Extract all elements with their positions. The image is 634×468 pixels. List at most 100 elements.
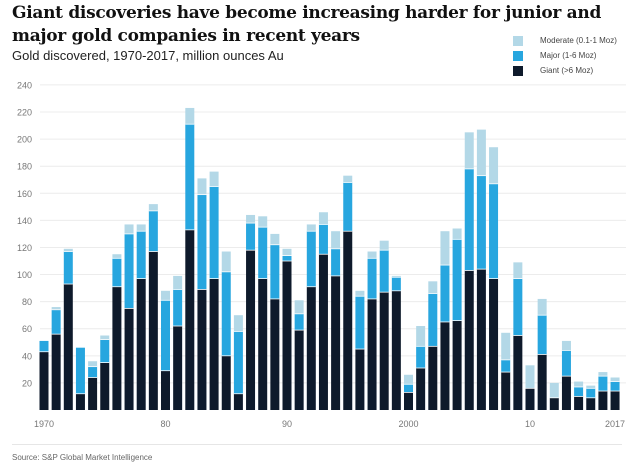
bar-segment-major — [416, 346, 426, 369]
bar-segment-giant — [586, 397, 596, 410]
bar-segment-giant — [258, 278, 268, 410]
bar-1974 — [88, 361, 98, 410]
bar-segment-major — [513, 278, 523, 336]
bar-segment-moderate — [525, 365, 535, 389]
bar-segment-giant — [416, 368, 426, 410]
bar-segment-giant — [574, 396, 584, 410]
bar-segment-giant — [173, 326, 183, 410]
x-tick-label: 90 — [282, 419, 292, 429]
bar-segment-major — [161, 300, 170, 371]
bar-segment-giant — [379, 292, 389, 410]
bar-segment-moderate — [136, 224, 146, 232]
bar-2015 — [586, 385, 596, 410]
bar-segment-major — [537, 315, 547, 355]
bar-segment-giant — [209, 278, 219, 410]
bar-segment-moderate — [318, 212, 328, 225]
chart-title: Giant discoveries have become increasing… — [12, 3, 602, 46]
bar-segment-moderate — [343, 175, 353, 183]
bar-segment-giant — [246, 250, 256, 410]
bar-1992 — [306, 224, 316, 410]
bar-segment-major — [367, 258, 377, 299]
bar-segment-moderate — [51, 307, 61, 310]
y-tick-label: 200 — [17, 135, 32, 145]
bar-segment-giant — [63, 284, 73, 410]
bar-segment-giant — [39, 351, 49, 410]
bar-segment-moderate — [489, 147, 499, 184]
bar-segment-moderate — [476, 129, 486, 176]
bar-2007 — [489, 147, 499, 410]
bar-1986 — [233, 315, 243, 410]
bar-1988 — [258, 216, 268, 410]
bar-1991 — [294, 300, 304, 410]
x-tick-label: 2000 — [398, 419, 418, 429]
bar-segment-giant — [112, 286, 122, 410]
bar-segment-giant — [282, 261, 292, 410]
bar-2008 — [501, 332, 511, 410]
bar-segment-major — [464, 168, 474, 271]
bar-segment-giant — [270, 298, 280, 410]
bar-1979 — [148, 204, 158, 410]
bar-segment-major — [306, 231, 316, 287]
y-tick-label: 220 — [17, 108, 32, 118]
bar-segment-major — [476, 175, 486, 270]
bar-segment-moderate — [355, 290, 365, 297]
bar-1976 — [112, 254, 122, 410]
bar-segment-giant — [513, 335, 523, 410]
bar-1984 — [209, 171, 219, 410]
bar-segment-major — [233, 331, 243, 394]
bar-segment-moderate — [367, 251, 377, 259]
bar-2017 — [610, 377, 620, 410]
legend: Moderate (0.1-1 Moz) Major (1-6 Moz) Gia… — [513, 33, 617, 78]
bar-segment-giant — [197, 289, 207, 410]
legend-label-moderate: Moderate (0.1-1 Moz) — [540, 36, 617, 45]
bar-2005 — [464, 132, 474, 410]
bar-1972 — [63, 248, 73, 410]
bar-segment-major — [221, 271, 231, 356]
bar-segment-moderate — [537, 298, 547, 316]
bar-1983 — [197, 178, 207, 410]
bar-2013 — [561, 340, 571, 410]
bar-segment-moderate — [258, 216, 268, 228]
bar-segment-major — [404, 384, 413, 393]
bar-segment-giant — [124, 308, 134, 410]
bar-segment-giant — [525, 388, 535, 410]
bar-segment-giant — [161, 370, 170, 410]
y-tick-label: 180 — [17, 162, 32, 172]
bar-segment-moderate — [209, 171, 219, 187]
bar-segment-major — [452, 239, 462, 321]
bar-segment-moderate — [501, 332, 511, 360]
bar-segment-moderate — [246, 214, 256, 224]
bar-segment-major — [209, 186, 219, 279]
bar-segment-moderate — [63, 248, 73, 252]
bar-segment-giant — [185, 229, 195, 410]
bar-segment-major — [39, 340, 49, 352]
bar-segment-giant — [610, 391, 620, 410]
bar-segment-giant — [294, 330, 304, 410]
y-tick-label: 120 — [17, 243, 32, 253]
bar-segment-giant — [489, 278, 499, 410]
bar-segment-giant — [331, 275, 341, 410]
bar-2014 — [574, 381, 584, 410]
bar-segment-giant — [51, 334, 61, 410]
y-tick-label: 60 — [22, 324, 32, 334]
bar-segment-moderate — [282, 248, 292, 256]
bar-2010 — [525, 365, 535, 410]
bar-segment-major — [136, 231, 146, 279]
bar-segment-giant — [452, 320, 462, 410]
bar-segment-moderate — [416, 326, 426, 347]
bar-segment-giant — [148, 251, 158, 410]
bar-1978 — [136, 224, 146, 410]
bar-segment-giant — [221, 355, 231, 410]
bar-segment-major — [124, 233, 134, 309]
bar-segment-moderate — [598, 372, 608, 377]
bar-segment-giant — [306, 286, 316, 410]
bar-segment-moderate — [331, 231, 341, 249]
bar-segment-moderate — [404, 374, 413, 385]
legend-item-major: Major (1-6 Moz) — [513, 48, 617, 63]
bar-segment-moderate — [294, 300, 304, 314]
bar-segment-giant — [464, 270, 474, 410]
bar-segment-moderate — [379, 240, 389, 251]
bar-segment-moderate — [549, 382, 559, 398]
bar-2009 — [513, 262, 523, 410]
